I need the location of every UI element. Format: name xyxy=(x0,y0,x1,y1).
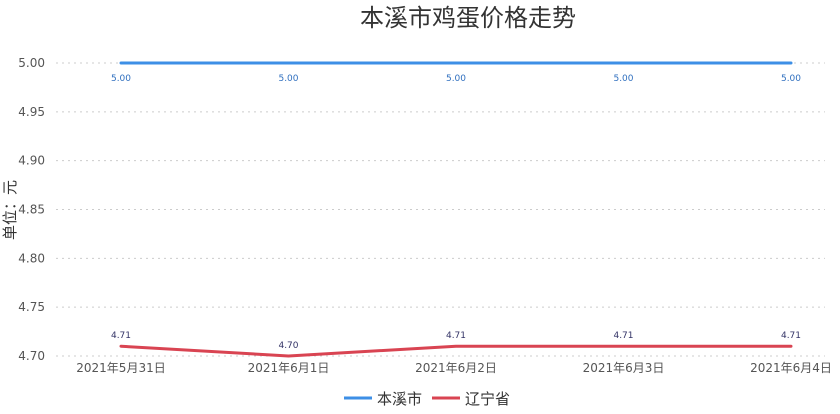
series-lines xyxy=(121,63,791,356)
data-label: 5.00 xyxy=(278,74,298,84)
y-tick-label: 4.75 xyxy=(18,300,45,314)
y-tick-label: 5.00 xyxy=(18,56,45,70)
y-tick-label: 4.85 xyxy=(18,203,45,217)
chart-title: 本溪市鸡蛋价格走势 xyxy=(360,4,576,32)
data-labels: 5.00 5.00 5.00 5.00 5.00 4.71 4.70 4.71 4.71 4.71 xyxy=(111,74,801,351)
data-label: 4.70 xyxy=(278,341,298,351)
legend[interactable]: 本溪市 辽宁省 xyxy=(344,390,510,408)
data-label: 5.00 xyxy=(111,74,131,84)
x-tick-label: 2021年6月3日 xyxy=(583,361,665,375)
data-label: 5.00 xyxy=(446,74,466,84)
data-label: 5.00 xyxy=(613,74,633,84)
data-label: 4.71 xyxy=(446,331,466,341)
data-label: 5.00 xyxy=(781,74,801,84)
x-axis-ticks: 2021年5月31日 2021年6月1日 2021年6月2日 2021年6月3日 202… xyxy=(76,361,832,375)
legend-label: 本溪市 xyxy=(377,390,422,408)
y-tick-label: 4.90 xyxy=(18,154,45,168)
legend-item-2[interactable]: 辽宁省 xyxy=(432,390,510,408)
y-tick-label: 4.95 xyxy=(18,105,45,119)
data-label: 4.71 xyxy=(781,331,801,341)
series-line-2 xyxy=(121,346,791,356)
x-tick-label: 2021年6月4日 xyxy=(750,361,832,375)
x-tick-label: 2021年6月2日 xyxy=(415,361,497,375)
y-tick-label: 4.80 xyxy=(18,251,45,265)
y-tick-label: 4.70 xyxy=(18,349,45,363)
grid-lines xyxy=(56,63,825,356)
y-axis-label: 单位：元 xyxy=(1,180,19,240)
y-axis-ticks: 4.70 4.75 4.80 4.85 4.90 4.95 5.00 xyxy=(18,56,45,363)
x-tick-label: 2021年6月1日 xyxy=(248,361,330,375)
legend-label: 辽宁省 xyxy=(465,390,510,408)
data-label: 4.71 xyxy=(613,331,633,341)
x-tick-label: 2021年5月31日 xyxy=(76,361,165,375)
data-label: 4.71 xyxy=(111,331,131,341)
legend-item-1[interactable]: 本溪市 xyxy=(344,390,422,408)
